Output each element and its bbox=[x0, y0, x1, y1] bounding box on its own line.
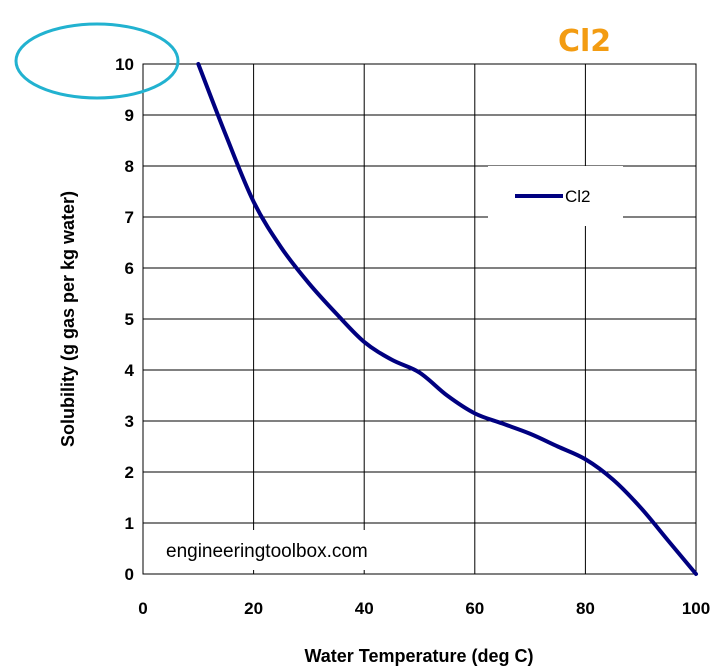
y-tick-label: 8 bbox=[125, 157, 134, 176]
highlight-ellipse bbox=[14, 22, 180, 100]
y-tick-label: 7 bbox=[125, 208, 134, 227]
x-axis-ticks: 0 20 40 60 80 100 bbox=[138, 599, 710, 618]
y-tick-label: 9 bbox=[125, 106, 134, 125]
y-tick-label: 5 bbox=[125, 310, 134, 329]
x-tick-label: 20 bbox=[244, 599, 263, 618]
series-line-cl2 bbox=[196, 62, 698, 576]
y-tick-label: 3 bbox=[125, 412, 134, 431]
legend: Cl2 bbox=[488, 166, 623, 226]
x-tick-label: 60 bbox=[465, 599, 484, 618]
y-tick-label: 10 bbox=[115, 55, 134, 74]
x-tick-label: 100 bbox=[682, 599, 710, 618]
x-tick-label: 0 bbox=[138, 599, 147, 618]
watermark-box bbox=[153, 530, 459, 570]
y-axis-title: Solubility (g gas per kg water) bbox=[58, 191, 78, 447]
y-axis-ticks: 0 1 2 3 4 5 6 7 8 9 10 bbox=[115, 55, 134, 584]
y-tick-label: 0 bbox=[125, 565, 134, 584]
y-tick-label: 2 bbox=[125, 463, 134, 482]
x-tick-label: 80 bbox=[576, 599, 595, 618]
legend-label-cl2: Cl2 bbox=[565, 187, 591, 206]
x-axis-title: Water Temperature (deg C) bbox=[304, 646, 533, 666]
y-tick-label: 1 bbox=[125, 514, 134, 533]
y-tick-label: 6 bbox=[125, 259, 134, 278]
y-tick-label: 4 bbox=[125, 361, 135, 380]
chart-title: Cl2 bbox=[558, 24, 611, 59]
x-tick-label: 40 bbox=[355, 599, 374, 618]
watermark-text: engineeringtoolbox.com bbox=[166, 541, 368, 562]
